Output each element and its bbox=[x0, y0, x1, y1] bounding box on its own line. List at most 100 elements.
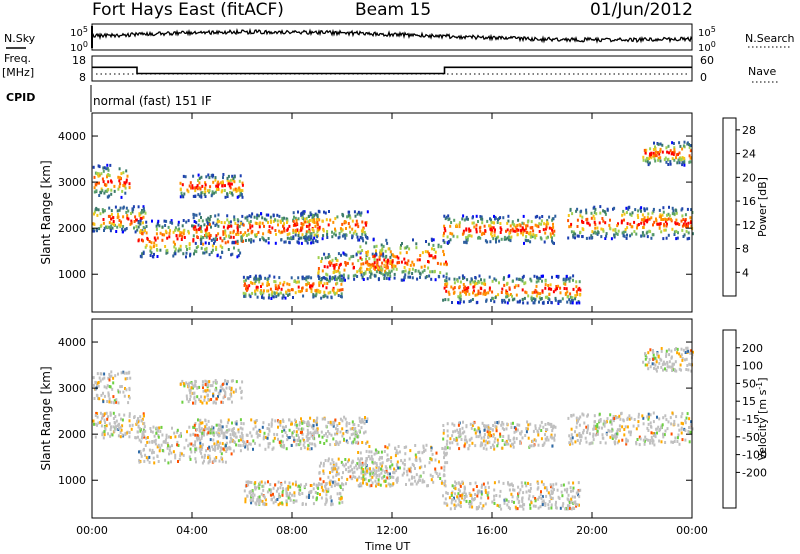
velocity-cell bbox=[165, 433, 168, 437]
power-cell bbox=[217, 182, 220, 186]
velocity-cell bbox=[352, 475, 355, 479]
velocity-cell bbox=[240, 438, 243, 442]
velocity-cell bbox=[220, 456, 223, 460]
power-cell bbox=[399, 251, 402, 255]
velocity-cell bbox=[585, 440, 588, 444]
power-cell bbox=[665, 146, 668, 150]
velocity-cell bbox=[92, 376, 95, 380]
power-cell bbox=[539, 297, 542, 301]
velocity-cell bbox=[96, 415, 99, 419]
power-cell bbox=[342, 276, 345, 280]
power-cell bbox=[294, 291, 297, 295]
velocity-cell bbox=[408, 478, 411, 482]
power-cell bbox=[673, 233, 676, 236]
velocity-cell bbox=[415, 455, 418, 459]
power-cell bbox=[569, 276, 572, 280]
velocity-cell bbox=[677, 423, 680, 427]
power-cell bbox=[337, 276, 340, 280]
power-cell bbox=[318, 210, 321, 214]
power-cell bbox=[119, 182, 122, 186]
power-cell bbox=[684, 218, 687, 221]
power-cell bbox=[130, 219, 133, 223]
power-cell bbox=[566, 300, 569, 304]
power-cell bbox=[202, 242, 205, 246]
power-cell bbox=[511, 220, 514, 224]
power-cell bbox=[311, 284, 314, 288]
velocity-cell bbox=[137, 424, 140, 428]
velocity-cell bbox=[336, 428, 339, 431]
power-cell bbox=[227, 240, 230, 244]
velocity-cell bbox=[361, 441, 364, 444]
power-cell bbox=[622, 209, 625, 213]
power-cell bbox=[331, 230, 333, 234]
velocity-cell bbox=[459, 494, 462, 498]
power-cell bbox=[499, 216, 502, 220]
velocity-cell bbox=[272, 501, 275, 505]
power-cell bbox=[444, 217, 447, 221]
power-cell bbox=[141, 252, 144, 256]
power-cell bbox=[683, 233, 686, 237]
power-cell bbox=[490, 228, 492, 232]
velocity-cell bbox=[522, 507, 525, 511]
velocity-cell bbox=[306, 421, 309, 424]
station-title: Fort Hays East (fitACF) bbox=[92, 0, 284, 20]
velocity-cell bbox=[428, 461, 431, 465]
power-cell bbox=[230, 253, 233, 257]
velocity-cell bbox=[275, 489, 278, 493]
velocity-cell bbox=[536, 429, 539, 433]
velocity-cell bbox=[534, 427, 537, 430]
power-cell bbox=[575, 285, 578, 289]
velocity-cell bbox=[577, 481, 580, 485]
power-cell bbox=[267, 230, 270, 234]
power-cell bbox=[353, 277, 356, 281]
velocity-cell bbox=[230, 438, 233, 442]
power-cell bbox=[477, 236, 480, 240]
power-cell bbox=[293, 280, 296, 283]
power-cell bbox=[461, 274, 464, 278]
velocity-cell bbox=[492, 424, 495, 427]
velocity-cell bbox=[434, 470, 437, 474]
velocity-cell bbox=[334, 418, 337, 422]
power-cell bbox=[358, 269, 361, 273]
velocity-cell bbox=[362, 470, 365, 474]
power-cell bbox=[351, 219, 354, 223]
power-cell bbox=[308, 219, 311, 222]
power-cell bbox=[250, 238, 253, 242]
velocity-cell bbox=[343, 437, 345, 441]
velocity-cell bbox=[403, 458, 406, 462]
velocity-cell bbox=[442, 429, 445, 432]
power-cell bbox=[288, 292, 291, 296]
velocity-cell bbox=[289, 498, 292, 502]
velocity-cell bbox=[143, 447, 145, 451]
velocity-cell bbox=[612, 415, 615, 419]
power-cell bbox=[684, 219, 687, 223]
power-cell bbox=[288, 241, 291, 245]
velocity-cell bbox=[330, 495, 332, 499]
power-colorbar-label: 4 bbox=[742, 266, 749, 279]
velocity-cell bbox=[486, 441, 489, 445]
power-cell bbox=[640, 234, 643, 238]
velocity-cell bbox=[530, 444, 533, 448]
velocity-cell bbox=[192, 425, 195, 429]
power-cell bbox=[470, 234, 473, 238]
power-cell bbox=[357, 225, 360, 229]
power-cell bbox=[123, 228, 126, 232]
power-cell bbox=[676, 236, 679, 240]
power-cell bbox=[141, 232, 144, 236]
velocity-cell bbox=[656, 415, 658, 419]
velocity-cell bbox=[188, 388, 191, 392]
velocity-cell bbox=[96, 381, 99, 385]
velocity-cell bbox=[223, 382, 226, 386]
power-cell bbox=[500, 228, 503, 232]
power-cell bbox=[378, 270, 381, 274]
velocity-cell bbox=[366, 457, 368, 461]
velocity-cell bbox=[320, 430, 323, 434]
velocity-cell bbox=[469, 422, 472, 426]
power-cell bbox=[252, 239, 255, 243]
velocity-cell bbox=[246, 494, 249, 498]
velocity-cell bbox=[317, 484, 319, 488]
velocity-cell bbox=[309, 490, 312, 494]
power-cell bbox=[677, 231, 679, 235]
power-cell bbox=[490, 298, 492, 302]
